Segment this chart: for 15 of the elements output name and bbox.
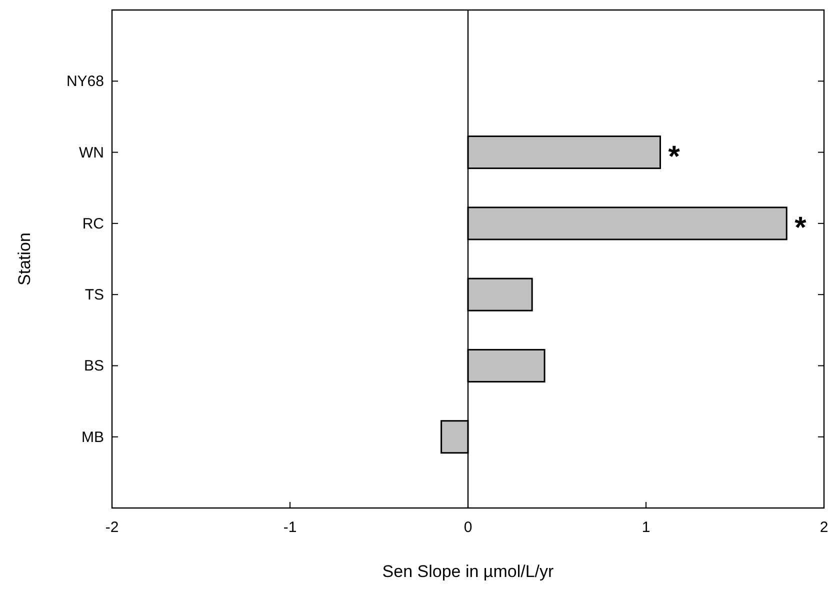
y-tick-label: BS (84, 358, 104, 375)
y-tick-label: TS (84, 286, 104, 304)
x-tick-label: 1 (642, 519, 650, 536)
x-tick-label: -1 (283, 519, 297, 536)
annotation: * (668, 140, 680, 174)
x-tick-label: 2 (820, 519, 828, 536)
y-tick-label: MB (82, 428, 104, 446)
x-tick-label: -2 (105, 519, 119, 536)
x-axis-title: Sen Slope in µmol/L/yr (382, 562, 554, 581)
x-tick-label: 0 (464, 519, 472, 536)
y-tick-label: RC (82, 215, 104, 232)
y-tick-label: NY68 (66, 73, 104, 90)
y-tick-label: WN (79, 144, 104, 162)
y-axis-title: Station (15, 232, 34, 286)
annotation: * (794, 211, 807, 244)
